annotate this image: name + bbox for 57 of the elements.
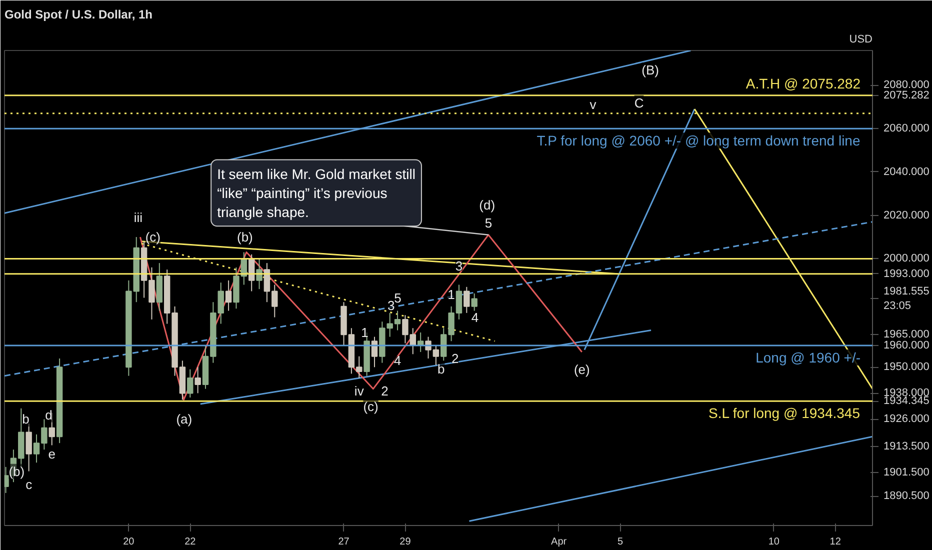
annotation: (b) — [236, 230, 253, 245]
annotation: d — [45, 407, 52, 422]
x-tick-label: 29 — [400, 536, 412, 548]
y-tick-label: 1890.500 — [884, 490, 930, 502]
annotation: (a) — [176, 412, 192, 427]
x-tick-label: 12 — [830, 536, 842, 548]
annotation: 3 — [455, 258, 463, 274]
annotation: 2 — [381, 384, 388, 399]
annotation: (B) — [642, 62, 659, 78]
x-tick-label: 20 — [123, 536, 135, 548]
annotation: (e) — [574, 362, 590, 377]
annotation: c — [26, 476, 33, 492]
annotation: iv — [354, 384, 364, 399]
y-tick-label: 2000.000 — [884, 252, 930, 265]
x-tick-label: 10 — [768, 536, 780, 548]
y-tick-label: 1981.555 23:05 — [884, 286, 930, 312]
y-tick-label: 2060.000 — [884, 122, 930, 135]
ref-line-label: S.L for long @ 1934.345 — [708, 405, 860, 422]
y-tick-label: 1965.000 — [884, 328, 930, 341]
ref-line-label: A.T.H @ 2075.282 — [746, 75, 861, 92]
annotation: (b) — [8, 464, 25, 479]
y-tick-label: 1913.500 — [884, 440, 930, 452]
annotation: It seem like Mr. Gold market still “like” “painting” it’s previous triangle shape. — [217, 166, 416, 220]
y-tick-label: 1950.000 — [884, 361, 930, 374]
annotation: 4 — [394, 353, 402, 368]
annotation: 1 — [361, 325, 368, 340]
annotation: 5 — [484, 215, 492, 230]
chart-title: Gold Spot / U.S. Dollar, 1h — [4, 8, 153, 22]
annotation: C — [634, 95, 644, 110]
y-tick-label: 1960.000 — [884, 339, 930, 352]
annotation: 5 — [394, 290, 402, 306]
ref-line-label: T.P for long @ 2060 +/- @ long term down trend line — [536, 132, 860, 149]
annotation: 2 — [452, 350, 459, 366]
y-tick-label: 1901.500 — [884, 466, 930, 478]
annotation: e — [48, 446, 56, 462]
annotation: iii — [134, 210, 143, 226]
x-tick-label: 5 — [618, 536, 624, 548]
x-tick-label: 27 — [338, 536, 350, 548]
y-tick-label: 2020.000 — [884, 209, 930, 222]
y-tick-label: 2040.000 — [884, 166, 930, 178]
annotation: 4 — [471, 310, 479, 325]
annotation: (c) — [145, 230, 161, 245]
y-tick-label: 2080.000 — [884, 79, 930, 92]
y-axis-title: USD — [849, 34, 873, 46]
annotation: 1 — [448, 286, 455, 302]
annotation: 3 — [388, 298, 395, 313]
ref-line-label: Long @ 1960 +/- — [756, 349, 861, 366]
annotation: v — [590, 97, 597, 112]
annotation: b — [437, 362, 445, 377]
x-tick-label: Apr — [551, 536, 568, 548]
y-tick-label: 1993.000 — [884, 268, 930, 280]
annotation: (c) — [363, 398, 378, 414]
y-tick-label: 2075.282 — [884, 89, 930, 102]
annotation: (d) — [479, 197, 496, 212]
y-tick-label: 1926.000 — [884, 413, 930, 426]
annotation: b — [22, 412, 30, 427]
x-tick-label: 22 — [184, 536, 196, 548]
